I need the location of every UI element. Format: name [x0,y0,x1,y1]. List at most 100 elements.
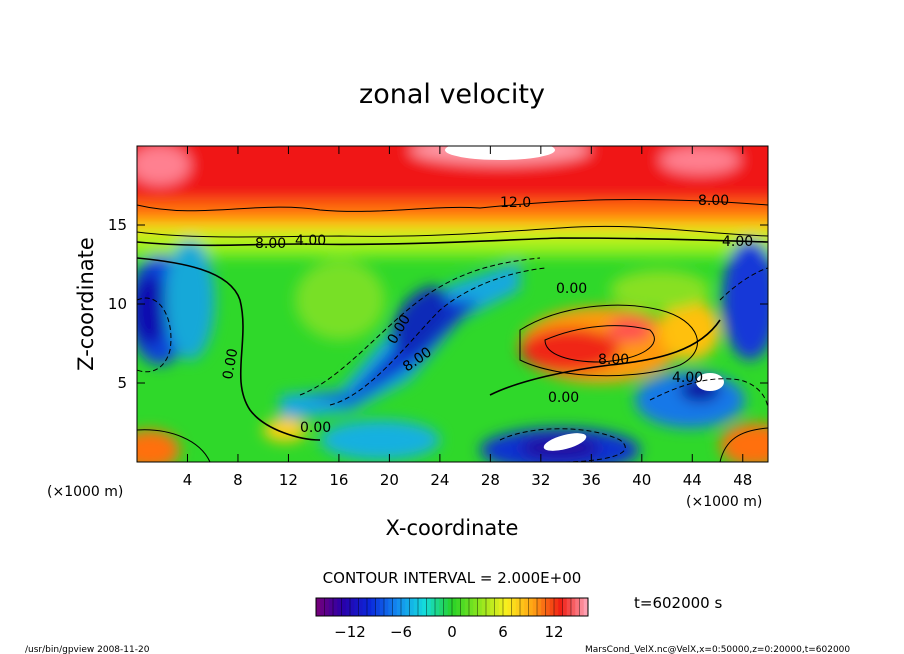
colorbar-cell [426,598,432,616]
colorbar-cell [494,598,500,616]
colorbar-cell [456,598,461,616]
colorbar-cell [371,598,376,616]
colorbar-cell [345,598,351,616]
contour-label: 4.00 [672,370,703,386]
colorbar-cell [583,598,589,616]
colorbar-tick-label: 6 [498,623,508,641]
contour-labels: 12.0 8.00 8.00 4.00 4.00 0.00 0.00 0.00 … [220,193,753,436]
colorbar-cell [452,598,457,616]
y-axis-ticks: 5 10 15 [108,216,768,392]
footer-right: MarsCond_VelX.nc@VelX,x=0:50000,z=0:2000… [585,645,850,654]
footer-left: /usr/bin/gpview 2008-11-20 [25,645,150,654]
colorbar-cell [566,598,572,616]
x-axis-ticks: 4 8 12 16 20 24 28 32 36 40 44 48 [183,146,752,489]
contour-label: 0.00 [556,281,587,297]
colorbar-cell [388,598,393,616]
y-tick-label: 15 [108,216,127,234]
colorbar-cell [469,598,474,616]
x-tick-label: 24 [430,471,449,489]
x-tick-label: 12 [279,471,298,489]
x-axis-title: X-coordinate [386,516,519,540]
colorbar-cell [341,598,347,616]
colorbar-cell [401,598,406,616]
x-tick-label: 20 [380,471,399,489]
colorbar-cell [520,598,525,616]
colorbar-cell [477,598,483,616]
colorbar-ticks: −12 −6 0 6 12 [334,623,563,641]
contour-label: 12.0 [500,195,531,211]
x-tick-label: 36 [582,471,601,489]
colorbar-cell [413,598,419,616]
contour-label: 0.00 [300,420,331,436]
colorbar-cell [507,598,512,616]
contour-label: 0.00 [220,347,241,380]
colorbar-cell [579,598,585,616]
colorbar-cell [358,598,364,616]
contour-label: 4.00 [722,234,753,250]
colorbar-cell [486,598,491,616]
contour-label: 8.00 [255,236,286,252]
contour-label: 4.00 [295,233,326,249]
colorbar-tick-label: 0 [447,623,457,641]
colorbar-frame [315,597,589,617]
colorbar-tick-label: −12 [334,623,366,641]
colorbar-cell [328,598,334,616]
colorbar-cell [481,598,487,616]
contour-label: 8.00 [598,352,629,368]
colorbar-cell [439,598,444,616]
colorbar-tick-label: −6 [390,623,412,641]
colorbar-cell [498,598,504,616]
x-tick-label: 28 [481,471,500,489]
colorbar-cell [464,598,470,616]
colorbar-cell [562,598,568,616]
colorbar-cell [503,598,508,616]
colorbar-cell [532,598,538,616]
colorbar-cell [337,598,342,616]
colorbar-cell [545,598,551,616]
x-tick-label: 48 [733,471,752,489]
colorbar-cell [541,598,546,616]
colorbar-cell [405,598,410,616]
colorbar-cell [460,598,466,616]
colorbar-cell [324,598,330,616]
colorbar-cell [392,598,398,616]
x-tick-label: 8 [233,471,243,489]
colorbar-cell [447,598,453,616]
colorbar-cell [354,598,359,616]
colorbar-cell [511,598,517,616]
colorbar-cell [571,598,576,616]
x-unit-left: (×1000 m) [47,484,123,500]
colorbar-cell [473,598,478,616]
colorbar-cell [375,598,381,616]
x-tick-label: 44 [683,471,702,489]
colorbar-cell [396,598,402,616]
colorbar-cell [575,598,580,616]
colorbar-cell [549,598,555,616]
colorbar-cell [316,598,321,616]
colorbar-cell [379,598,385,616]
colorbar [315,597,589,617]
colorbar-cell [435,598,440,616]
colorbar-tick-label: 12 [544,623,563,641]
chart-title: zonal velocity [359,79,545,110]
colorbar-cell [367,598,372,616]
time-label: t=602000 s [634,594,722,612]
colorbar-cell [537,598,542,616]
colorbar-cell [524,598,529,616]
colorbar-cell [384,598,389,616]
x-tick-label: 40 [632,471,651,489]
colorbar-cell [350,598,355,616]
x-unit-right: (×1000 m) [686,494,762,510]
x-tick-label: 4 [183,471,193,489]
colorbar-cell [333,598,338,616]
contour-interval-label: CONTOUR INTERVAL = 2.000E+00 [323,569,582,587]
heatmap-field [137,146,768,462]
contour-label: 0.00 [548,390,579,406]
colorbar-cell [515,598,521,616]
colorbar-cell [418,598,423,616]
colorbar-cell [430,598,436,616]
colorbar-cell [409,598,415,616]
y-tick-label: 5 [117,374,127,392]
x-tick-label: 16 [329,471,348,489]
